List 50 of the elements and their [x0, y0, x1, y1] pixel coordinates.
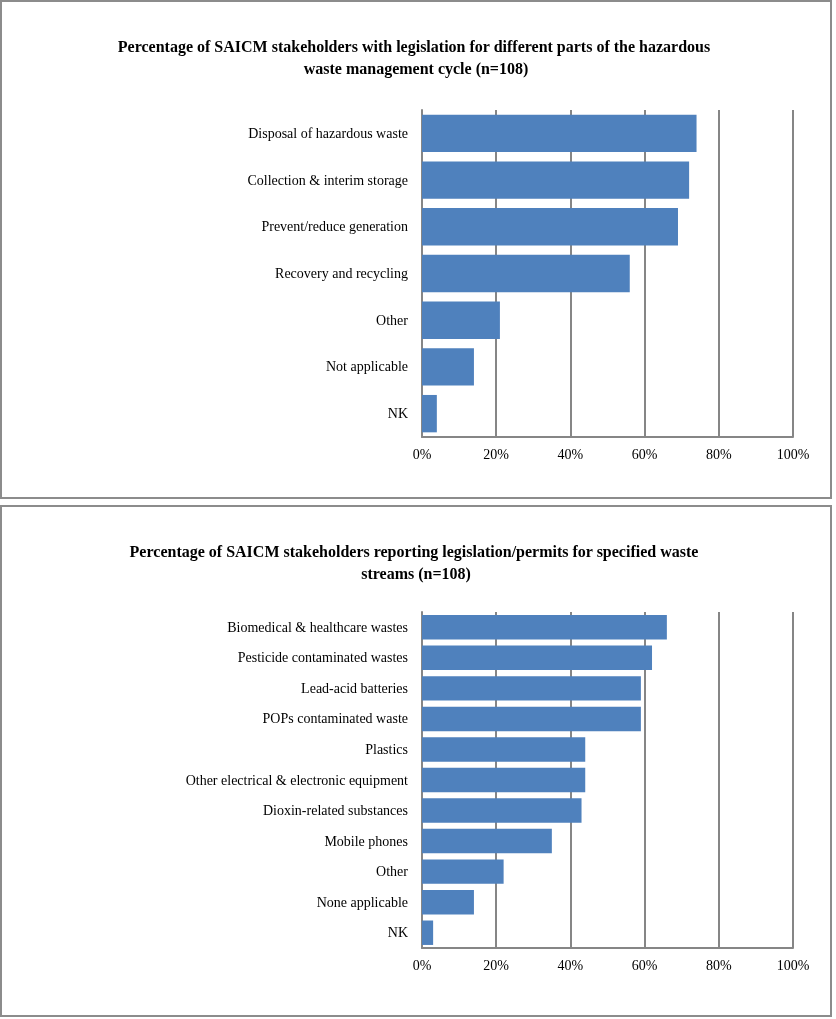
x-tick-label: 100% — [776, 446, 810, 462]
x-tick-label: 0% — [412, 446, 432, 462]
bar — [422, 676, 641, 701]
y-tick-label: Mobile phones — [324, 833, 408, 849]
bar — [422, 114, 697, 153]
y-tick-label: Prevent/reduce generation — [261, 219, 408, 235]
bar — [422, 208, 678, 246]
chart-title: Percentage of SAICM stakeholders reporting legislation/permits for specified waste streams (n=108) — [129, 542, 703, 583]
y-tick-label: Pesticide contaminated wastes — [237, 650, 408, 666]
x-tick-label: 60% — [631, 957, 658, 973]
bar — [422, 828, 552, 854]
y-tick-label: None applicable — [316, 894, 408, 910]
bar — [422, 737, 586, 762]
bar — [422, 767, 586, 793]
bar — [422, 161, 690, 199]
y-tick-label: Disposal of hazardous waste — [248, 125, 408, 141]
x-tick-label: 40% — [557, 957, 584, 973]
x-tick-label: 100% — [776, 957, 810, 973]
y-tick-label: Dioxin-related substances — [262, 803, 408, 819]
x-tick-label: 80% — [705, 446, 732, 462]
y-tick-label: NK — [387, 925, 408, 941]
y-tick-label: Biomedical & healthcare wastes — [227, 619, 408, 635]
bar — [422, 348, 474, 386]
y-tick-label: Other — [376, 864, 409, 880]
bar — [422, 301, 500, 339]
y-tick-label: POPs contaminated waste — [262, 711, 408, 727]
x-tick-label: 20% — [483, 957, 510, 973]
y-tick-label: Recovery and recycling — [275, 266, 408, 281]
x-tick-label: 20% — [483, 446, 510, 462]
x-tick-label: 60% — [631, 446, 658, 462]
y-tick-label: Lead-acid batteries — [301, 680, 408, 696]
bar — [422, 615, 667, 640]
y-tick-label: Other electrical & electronic equipment — [185, 772, 409, 788]
x-tick-label: 80% — [705, 957, 732, 973]
y-tick-label: Not applicable — [325, 359, 408, 375]
x-tick-label: 40% — [557, 446, 584, 462]
bar — [422, 859, 504, 884]
bar — [422, 254, 630, 293]
bar — [422, 798, 582, 823]
y-tick-label: Other — [376, 312, 409, 328]
bar — [422, 394, 437, 433]
bar — [422, 645, 653, 671]
bar — [422, 706, 641, 732]
y-tick-label: Collection & interim storage — [247, 172, 408, 188]
x-tick-label: 0% — [412, 957, 432, 973]
chart-title: Percentage of SAICM stakeholders with legislation for different parts of the hazardous waste management cycle (n=108) — [117, 37, 715, 78]
bar — [422, 889, 474, 915]
bar — [422, 920, 434, 945]
y-tick-label: NK — [387, 406, 408, 422]
y-tick-label: Plastics — [365, 741, 408, 757]
